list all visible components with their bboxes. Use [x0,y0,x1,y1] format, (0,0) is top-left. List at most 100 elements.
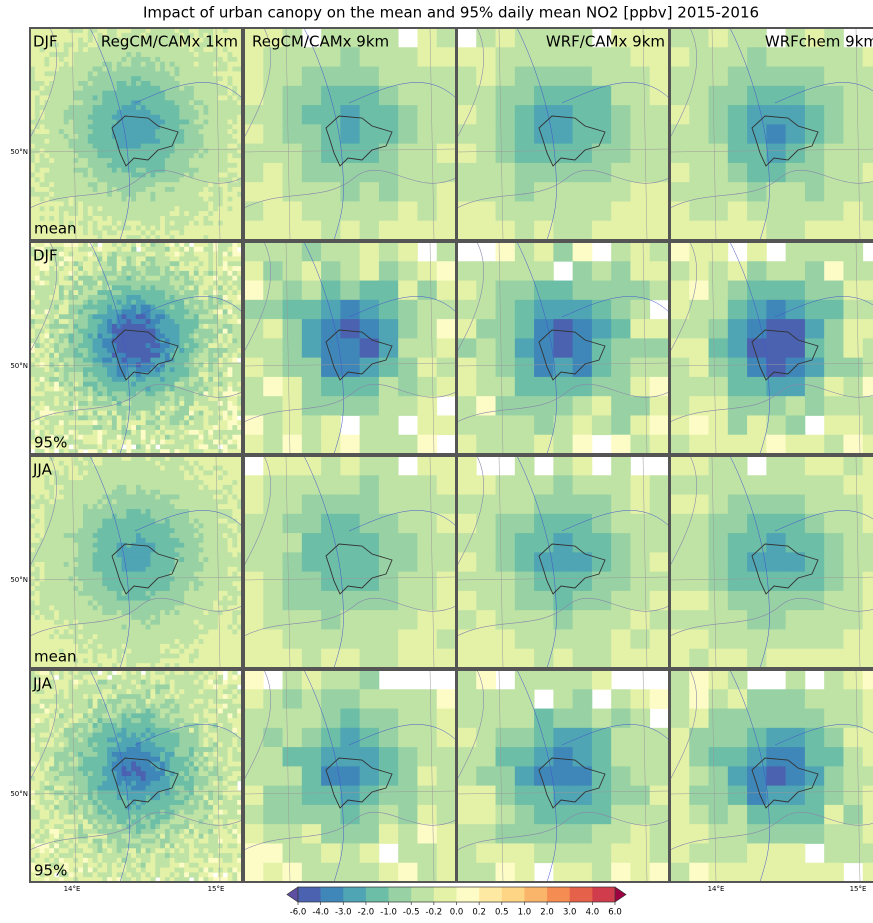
grid-cell [227,256,233,262]
grid-cell [572,66,593,87]
grid-cell [34,134,41,140]
grid-cell [747,242,767,262]
grid-cell [222,71,228,77]
grid-cell [169,405,175,412]
grid-cell [193,319,200,325]
grid-cell [39,109,45,116]
grid-cell [58,304,65,310]
grid-cell [237,177,242,183]
grid-cell [39,586,45,592]
grid-cell [30,319,36,325]
grid-cell [222,81,228,87]
grid-cell [116,56,122,63]
grid-cell [203,52,209,58]
grid-cell [282,357,303,378]
grid-cell [417,357,438,378]
grid-cell [54,552,60,558]
grid-cell [179,28,185,34]
grid-cell [116,28,122,34]
grid-cell [150,28,156,34]
grid-cell [83,196,89,202]
grid-cell [189,191,195,198]
grid-cell [145,167,151,173]
grid-cell [121,391,127,397]
grid-cell [63,415,69,421]
grid-cell [44,372,50,378]
grid-cell [160,119,166,125]
grid-cell [63,235,69,240]
grid-cell [73,182,79,188]
grid-cell [727,162,748,183]
grid-cell [160,56,166,63]
grid-cell [150,81,156,87]
grid-cell [34,624,41,630]
grid-cell [222,182,228,188]
grid-cell [121,85,127,92]
grid-cell [189,201,195,207]
grid-cell [126,348,132,354]
grid-cell [121,256,127,262]
grid-cell [340,319,361,339]
grid-cell [63,576,69,582]
grid-cell [83,167,89,173]
grid-cell [58,319,65,325]
grid-cell [58,639,65,645]
grid-cell [111,114,118,120]
grid-cell [63,295,69,301]
grid-cell [244,415,264,436]
grid-cell [54,663,60,668]
grid-cell [208,372,214,378]
grid-cell [44,658,50,664]
grid-cell [107,434,113,440]
grid-cell [78,314,84,320]
grid-cell [282,47,303,67]
grid-cell [193,425,200,431]
grid-cell [58,246,65,253]
grid-cell [193,230,200,236]
grid-cell [131,100,137,106]
grid-cell [203,206,209,212]
grid-cell [203,343,209,349]
grid-cell [30,465,36,471]
grid-cell [34,246,41,253]
grid-cell [126,201,132,207]
grid-cell [184,309,190,315]
grid-cell [189,309,195,315]
grid-cell [155,215,161,222]
grid-cell [227,114,233,120]
grid-cell [457,280,477,301]
grid-cell [136,162,142,169]
grid-cell [126,434,132,440]
grid-cell [179,449,185,454]
grid-cell [126,328,132,334]
grid-cell [232,211,238,217]
grid-cell [145,396,151,402]
grid-cell [591,396,612,416]
grid-cell [83,28,89,34]
grid-cell [145,90,151,96]
grid-cell [145,211,151,217]
river [89,242,130,454]
grid-cell [131,56,137,63]
grid-cell [34,415,41,421]
grid-cell [102,42,108,48]
grid-cell [591,338,612,359]
grid-cell [83,85,89,92]
grid-cell [140,376,147,383]
grid-cell [121,182,127,188]
grid-cell [97,225,103,231]
grid-cell [222,449,228,454]
grid-cell [150,449,156,454]
grid-cell [44,134,50,140]
grid-cell [44,290,50,296]
grid-cell [457,261,477,281]
grid-cell [121,196,127,202]
grid-cell [39,653,45,659]
grid-cell [184,295,190,301]
grid-cell [102,280,108,286]
grid-cell [44,138,50,145]
grid-cell [49,201,55,207]
grid-cell [193,256,200,262]
grid-cell [68,56,74,63]
grid-cell [227,314,233,320]
